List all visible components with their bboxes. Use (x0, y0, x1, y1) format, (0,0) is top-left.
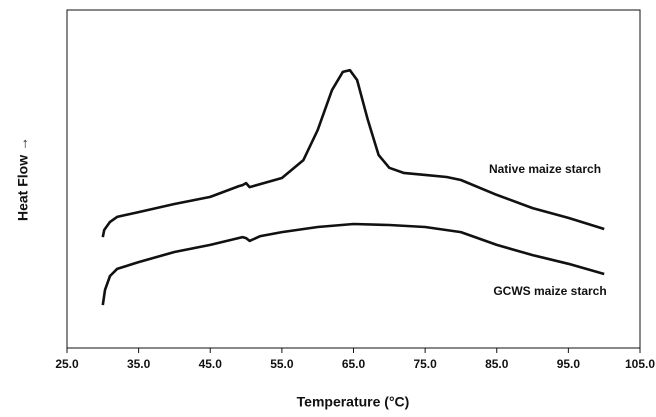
data-line (101, 222, 605, 306)
x-axis-title: Temperature (°C) (297, 394, 410, 410)
x-tick-label: 25.0 (55, 357, 79, 371)
x-tick-label: 45.0 (199, 357, 223, 371)
x-tick-label: 55.0 (270, 357, 294, 371)
x-tick-label: 35.0 (127, 357, 151, 371)
x-tick-label: 65.0 (342, 357, 366, 371)
series-label: GCWS maize starch (493, 284, 606, 298)
y-axis-title: Heat Flow → (15, 137, 31, 221)
data-line (101, 68, 605, 238)
x-tick-label: 95.0 (557, 357, 581, 371)
x-tick-label: 105.0 (625, 357, 655, 371)
series-label: Native maize starch (489, 162, 601, 176)
x-tick-label: 75.0 (413, 357, 437, 371)
x-tick-label: 85.0 (485, 357, 509, 371)
